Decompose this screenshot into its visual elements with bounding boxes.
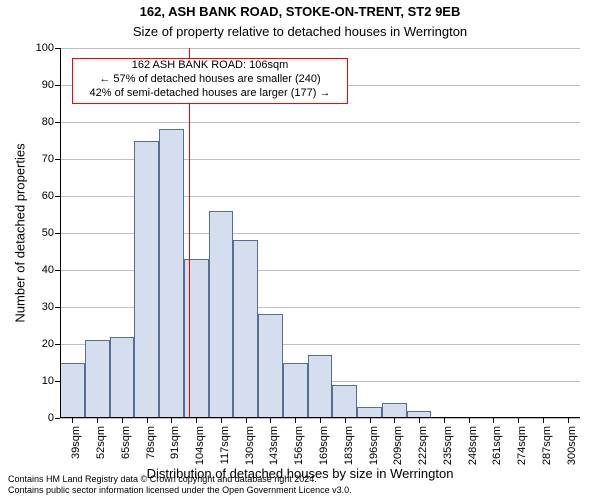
x-tick-label: 117sqm: [219, 426, 231, 464]
x-tick-label: 248sqm: [467, 426, 479, 465]
page-title-line2: Size of property relative to detached ho…: [0, 24, 600, 39]
annotation-line-3: 42% of semi-detached houses are larger (…: [73, 87, 347, 101]
x-tick-mark: [320, 418, 321, 423]
x-tick-label: 104sqm: [194, 426, 206, 465]
y-axis-line: [60, 48, 61, 418]
x-tick-label: 91sqm: [169, 426, 181, 459]
footer: Contains HM Land Registry data © Crown c…: [8, 474, 592, 496]
y-tick-label: 20: [42, 338, 60, 350]
gridline-h: [60, 122, 580, 123]
x-tick-mark: [345, 418, 346, 423]
histogram-bar: [308, 355, 333, 418]
histogram-bar: [258, 314, 283, 418]
annotation-line-2: ← 57% of detached houses are smaller (24…: [73, 73, 347, 87]
x-tick-mark: [171, 418, 172, 423]
y-tick-label: 70: [42, 153, 60, 165]
x-tick-mark: [221, 418, 222, 423]
x-tick-mark: [270, 418, 271, 423]
histogram-bar: [233, 240, 258, 418]
histogram-bar: [332, 385, 357, 418]
x-tick-label: 169sqm: [318, 426, 330, 465]
x-tick-label: 65sqm: [120, 426, 132, 459]
x-tick-mark: [370, 418, 371, 423]
x-tick-mark: [246, 418, 247, 423]
x-tick-label: 222sqm: [417, 426, 429, 465]
x-tick-mark: [295, 418, 296, 423]
x-tick-mark: [568, 418, 569, 423]
x-tick-label: 235sqm: [442, 426, 454, 465]
y-tick-label: 50: [42, 227, 60, 239]
x-tick-mark: [419, 418, 420, 423]
y-tick-label: 0: [48, 412, 60, 424]
y-tick-label: 30: [42, 301, 60, 313]
x-tick-mark: [122, 418, 123, 423]
x-tick-mark: [72, 418, 73, 423]
x-tick-label: 78sqm: [145, 426, 157, 459]
histogram-bar: [382, 403, 407, 418]
x-tick-label: 52sqm: [95, 426, 107, 459]
y-tick-label: 40: [42, 264, 60, 276]
histogram-bar: [134, 141, 159, 419]
x-tick-label: 196sqm: [368, 426, 380, 465]
x-tick-label: 300sqm: [566, 426, 578, 465]
x-tick-label: 209sqm: [392, 426, 404, 465]
x-tick-label: 143sqm: [268, 426, 280, 465]
annotation-box: 162 ASH BANK ROAD: 106sqm ← 57% of detac…: [72, 58, 348, 104]
histogram-bar: [184, 259, 209, 418]
page-title-line1: 162, ASH BANK ROAD, STOKE-ON-TRENT, ST2 …: [0, 4, 600, 19]
histogram-bar: [159, 129, 184, 418]
x-tick-mark: [394, 418, 395, 423]
gridline-h: [60, 48, 580, 49]
x-tick-label: 39sqm: [70, 426, 82, 459]
x-tick-mark: [493, 418, 494, 423]
y-axis-label: Number of detached properties: [13, 143, 28, 322]
x-tick-label: 183sqm: [343, 426, 355, 465]
y-tick-label: 60: [42, 190, 60, 202]
histogram-bar: [85, 340, 110, 418]
y-tick-label: 10: [42, 375, 60, 387]
footer-line-1: Contains HM Land Registry data © Crown c…: [8, 474, 592, 485]
histogram-bar: [60, 363, 85, 419]
annotation-line-1: 162 ASH BANK ROAD: 106sqm: [73, 59, 347, 73]
histogram-bar: [209, 211, 234, 418]
x-tick-mark: [97, 418, 98, 423]
x-tick-mark: [147, 418, 148, 423]
x-tick-label: 274sqm: [516, 426, 528, 465]
footer-line-2: Contains public sector information licen…: [8, 485, 592, 496]
y-tick-label: 80: [42, 116, 60, 128]
histogram-bar: [283, 363, 308, 419]
histogram-bar: [110, 337, 135, 418]
y-tick-label: 100: [36, 42, 60, 54]
x-tick-mark: [518, 418, 519, 423]
x-tick-label: 287sqm: [541, 426, 553, 465]
x-tick-mark: [196, 418, 197, 423]
x-tick-label: 156sqm: [293, 426, 305, 465]
x-tick-label: 261sqm: [491, 426, 503, 465]
x-tick-mark: [469, 418, 470, 423]
y-tick-label: 90: [42, 79, 60, 91]
x-tick-label: 130sqm: [244, 426, 256, 465]
x-tick-mark: [444, 418, 445, 423]
x-tick-mark: [543, 418, 544, 423]
